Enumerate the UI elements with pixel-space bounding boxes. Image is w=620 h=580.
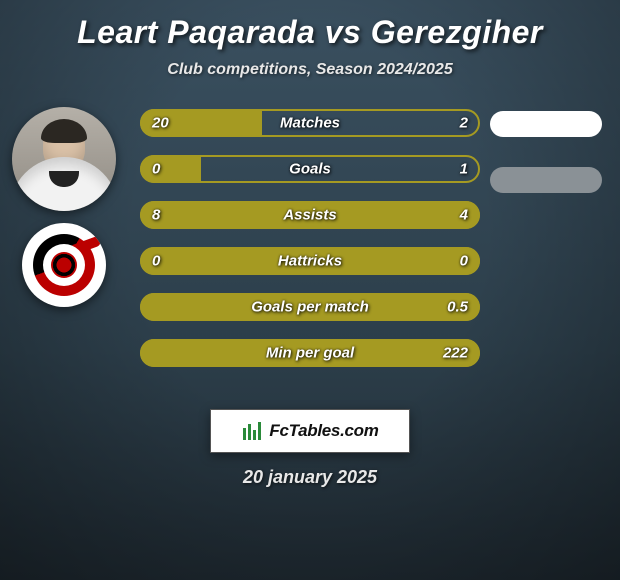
bar-label: Goals <box>289 161 331 178</box>
brand-text: FcTables.com <box>269 421 378 441</box>
snapshot-date: 20 january 2025 <box>243 467 377 488</box>
bar-value-left: 0 <box>152 161 160 178</box>
page-subtitle: Club competitions, Season 2024/2025 <box>167 61 452 79</box>
bar-value-left: 8 <box>152 207 160 224</box>
bar-value-right: 222 <box>443 345 468 362</box>
bar-value-left: 20 <box>152 115 169 132</box>
player-avatar-bottom <box>22 223 106 307</box>
brand-logo-icon <box>241 420 263 442</box>
player-avatar-top <box>12 107 116 211</box>
bar-value-right: 0 <box>460 253 468 270</box>
page-title: Leart Paqarada vs Gerezgiher <box>77 14 543 51</box>
bar-value-left: 0 <box>152 253 160 270</box>
tick-pill <box>490 111 602 137</box>
bar-value-right: 2 <box>460 115 468 132</box>
brand-badge: FcTables.com <box>210 409 410 453</box>
club-logo-icon <box>33 234 95 296</box>
stat-bar: 20 Matches 2 <box>140 109 480 137</box>
bar-value-right: 4 <box>460 207 468 224</box>
comparison-area: 20Matches20Goals18Assists40Hattricks0Goa… <box>0 109 620 389</box>
bar-fill <box>140 155 201 183</box>
tick-pill <box>490 167 602 193</box>
bar-label: Min per goal <box>266 345 354 362</box>
stat-bar: 8 Assists 4 <box>140 201 480 229</box>
stat-bar: Goals per match 0.5 <box>140 293 480 321</box>
bar-label: Assists <box>283 207 336 224</box>
bar-value-right: 0.5 <box>447 299 468 316</box>
stat-bar: 0 Hattricks 0 <box>140 247 480 275</box>
stat-bars: 20Matches20Goals18Assists40Hattricks0Goa… <box>140 109 480 367</box>
footer: FcTables.com 20 january 2025 <box>210 409 410 488</box>
stat-bar: Min per goal 222 <box>140 339 480 367</box>
bar-label: Goals per match <box>251 299 369 316</box>
bar-label: Hattricks <box>278 253 342 270</box>
avatar-column <box>8 107 120 307</box>
tick-column <box>490 109 602 193</box>
stat-bar: 0 Goals 1 <box>140 155 480 183</box>
bar-label: Matches <box>280 115 340 132</box>
content-root: Leart Paqarada vs Gerezgiher Club compet… <box>0 0 620 580</box>
bar-value-right: 1 <box>460 161 468 178</box>
